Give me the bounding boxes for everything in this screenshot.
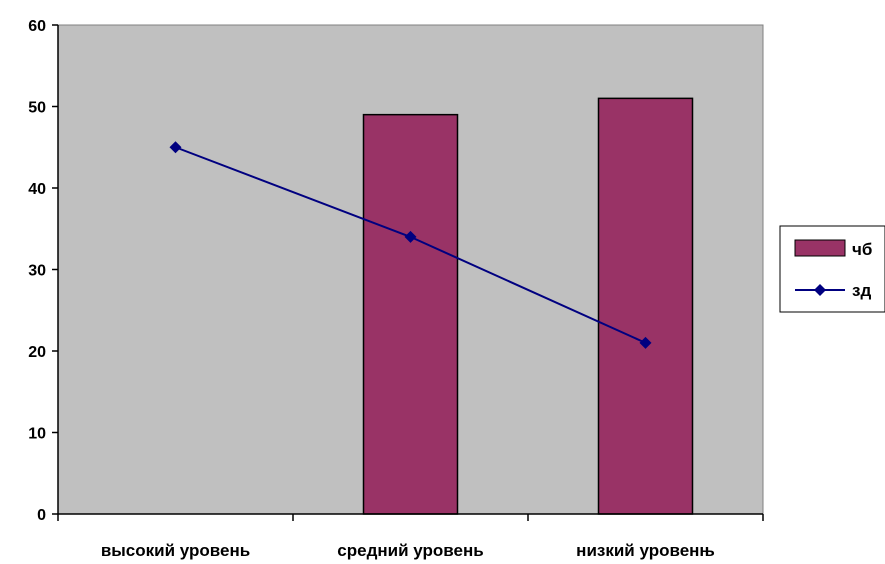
y-tick-label: 60	[28, 18, 46, 35]
x-category-label: высокий уровень	[101, 541, 250, 560]
line-point	[639, 336, 652, 349]
y-ticks: 0 10 20 30 40 50 60	[28, 18, 58, 524]
y-tick-label: 50	[28, 100, 46, 117]
bar	[597, 97, 694, 515]
line-point	[169, 141, 182, 154]
legend-label-line: зд	[852, 281, 871, 300]
legend-marker-line	[814, 284, 826, 296]
line-series	[169, 141, 652, 349]
x-ticks: высокий уровень средний уровень низкий уро…	[57, 514, 764, 560]
y-tick-label: 40	[28, 181, 46, 198]
x-category-label: низкий уровенњ	[576, 541, 715, 560]
x-category-label: средний уровень	[337, 541, 483, 560]
y-tick-label: 30	[28, 263, 46, 280]
bar	[362, 113, 459, 515]
y-tick-label: 20	[28, 344, 46, 361]
bar-series	[362, 97, 694, 515]
legend-label-bar: чб	[852, 240, 872, 259]
y-tick-label: 0	[37, 507, 46, 524]
line-point	[404, 230, 417, 243]
legend: чб зд	[779, 225, 885, 313]
y-tick-label: 10	[28, 426, 46, 443]
legend-swatch-bar	[794, 239, 846, 257]
